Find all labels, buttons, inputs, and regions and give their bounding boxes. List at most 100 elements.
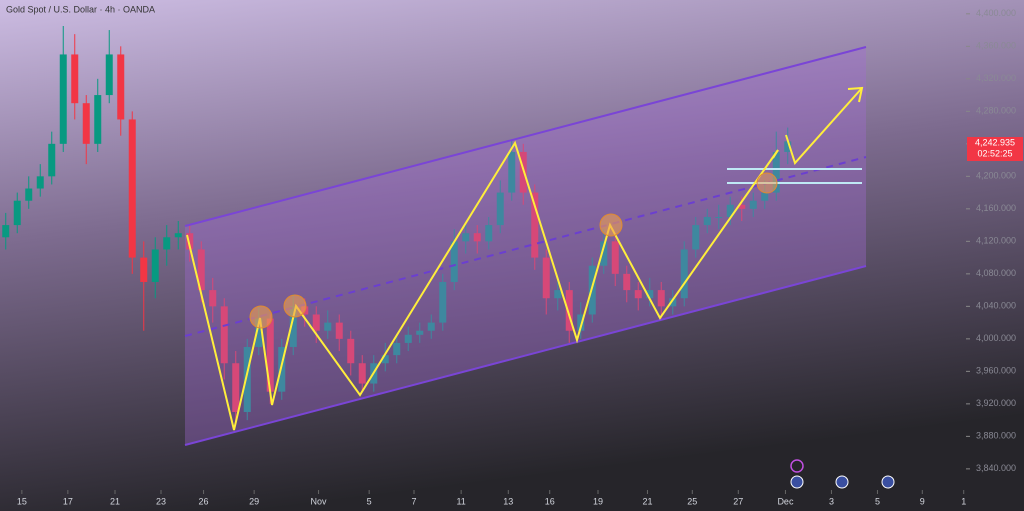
- candle-body: [427, 322, 435, 331]
- y-tick-label: 4,320.000: [976, 73, 1016, 83]
- x-tick-label: 16: [545, 496, 555, 506]
- candle-body: [186, 233, 194, 250]
- candle-body: [255, 318, 263, 347]
- candle-body: [151, 249, 159, 282]
- candle-body: [381, 355, 389, 364]
- candle-body: [197, 249, 205, 291]
- y-tick-label: 3,840.000: [976, 463, 1016, 473]
- y-tick-label: 4,120.000: [976, 236, 1016, 246]
- candle-body: [117, 54, 125, 120]
- x-tick-label: 9: [920, 496, 925, 506]
- candle-body: [404, 334, 412, 343]
- candle-body: [347, 338, 355, 364]
- candle-body: [13, 200, 21, 226]
- x-tick-label: 23: [156, 496, 166, 506]
- countdown: 02:52:25: [977, 148, 1012, 158]
- x-tick-label: Dec: [777, 496, 794, 506]
- zigzag: [186, 140, 779, 431]
- candle-body: [163, 237, 171, 250]
- candle-body: [324, 322, 332, 331]
- candle-body: [669, 298, 677, 307]
- candle-body: [82, 103, 90, 144]
- candle-body: [2, 225, 10, 238]
- y-tick-label: 4,040.000: [976, 301, 1016, 311]
- candle-body: [462, 233, 470, 242]
- candle-body: [416, 330, 424, 335]
- marker: [283, 294, 307, 318]
- marker: [249, 305, 273, 329]
- candle-body: [243, 346, 251, 412]
- x-tick-label: 19: [593, 496, 603, 506]
- y-tick-label: 4,000.000: [976, 333, 1016, 343]
- arrow-head: [847, 86, 864, 103]
- candle-body: [542, 257, 550, 299]
- y-tick-label: 4,360.000: [976, 41, 1016, 51]
- x-tick-label: 3: [829, 496, 834, 506]
- x-tick-label: 17: [63, 496, 73, 506]
- x-tick-label: 7: [411, 496, 416, 506]
- channel-upper: [184, 46, 867, 227]
- candle-body: [335, 322, 343, 339]
- event-icon[interactable]: [835, 475, 849, 489]
- y-tick-label: 4,280.000: [976, 106, 1016, 116]
- x-tick-label: 13: [503, 496, 513, 506]
- candle-body: [611, 241, 619, 274]
- candle-body: [772, 151, 780, 193]
- candle-body: [232, 363, 240, 412]
- chart-title: Gold Spot / U.S. Dollar · 4h · OANDA: [6, 4, 155, 14]
- x-tick-label: 27: [733, 496, 743, 506]
- x-tick-label: 5: [875, 496, 880, 506]
- candle-body: [715, 216, 723, 218]
- candle-body: [59, 54, 67, 144]
- candle-body: [358, 363, 366, 384]
- candle-body: [105, 54, 113, 96]
- x-tick-label: 21: [642, 496, 652, 506]
- arrow-head: [772, 149, 779, 159]
- candle-body: [140, 257, 148, 282]
- candle-body: [439, 281, 447, 323]
- candle-body: [485, 225, 493, 242]
- x-tick-label: Nov: [311, 496, 328, 506]
- candle-body: [266, 318, 274, 392]
- candle-body: [749, 200, 757, 209]
- event-icon[interactable]: [790, 459, 804, 473]
- candle-body: [600, 241, 608, 266]
- y-tick-label: 3,960.000: [976, 366, 1016, 376]
- candle-body: [738, 204, 746, 209]
- y-tick-label: 3,880.000: [976, 431, 1016, 441]
- candle-body: [209, 290, 217, 307]
- candle-body: [680, 249, 688, 299]
- x-tick-label: 25: [687, 496, 697, 506]
- y-tick-label: 4,160.000: [976, 203, 1016, 213]
- marker: [756, 172, 778, 194]
- candle-body: [634, 290, 642, 299]
- candle-body: [278, 346, 286, 392]
- y-tick-label: 4,080.000: [976, 268, 1016, 278]
- channel-lower: [184, 265, 867, 446]
- candle-body: [174, 233, 182, 238]
- candle-body: [703, 216, 711, 226]
- candle-body: [450, 241, 458, 282]
- x-tick-label: 26: [199, 496, 209, 506]
- y-tick-label: 4,400.000: [976, 8, 1016, 18]
- candle-body: [312, 314, 320, 331]
- candle-body: [128, 119, 136, 258]
- candle-body: [508, 151, 516, 193]
- price-tag: [967, 137, 1023, 161]
- marker: [599, 213, 623, 237]
- projection: [785, 87, 863, 165]
- event-icon[interactable]: [881, 475, 895, 489]
- event-icon[interactable]: [790, 475, 804, 489]
- candle-body: [36, 176, 44, 189]
- candle-body: [726, 204, 734, 217]
- candle-body: [25, 188, 33, 201]
- x-tick-label: 29: [249, 496, 259, 506]
- candle-body: [71, 54, 79, 104]
- y-tick-label: 4,200.000: [976, 171, 1016, 181]
- candle-body: [48, 143, 56, 177]
- x-tick-label: 1: [961, 496, 966, 506]
- candle-body: [531, 192, 539, 258]
